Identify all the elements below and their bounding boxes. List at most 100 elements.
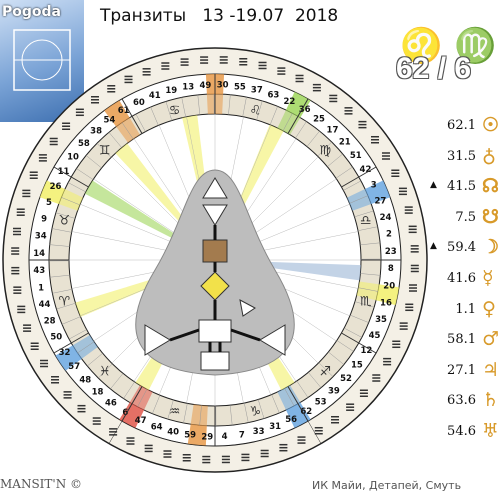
planet-symbol: ☋ xyxy=(482,205,499,228)
gate-divider xyxy=(296,380,309,398)
hexagram-line xyxy=(75,114,84,117)
gate-number: 63 xyxy=(267,90,279,100)
hexagram-line xyxy=(200,59,209,61)
gate-divider xyxy=(98,363,113,379)
hexagram-line xyxy=(63,394,72,396)
planet-row: 41.6 ☿ xyxy=(430,267,500,291)
gate-number: 24 xyxy=(380,213,392,223)
gate-highlight xyxy=(119,402,144,429)
hexagram-line xyxy=(258,67,267,70)
planet-value: 7.5 xyxy=(455,209,476,225)
hexagram-line xyxy=(51,376,60,378)
gate-divider xyxy=(197,94,201,115)
hexagram-line xyxy=(63,391,72,393)
hexagram-line xyxy=(331,421,340,424)
zodiac-sign: ♈ xyxy=(58,294,70,309)
gate-divider xyxy=(150,106,159,126)
hexagram-line xyxy=(17,308,26,311)
hexagram-line xyxy=(404,212,413,214)
hexagram-line xyxy=(408,287,417,289)
gate-divider xyxy=(56,302,76,310)
hexagram-line xyxy=(16,211,25,213)
gate-number: 58 xyxy=(78,139,90,149)
gate-highlight xyxy=(376,284,399,306)
hexagram-line xyxy=(144,447,153,450)
gate-number: 7 xyxy=(239,430,245,440)
gate-number: 46 xyxy=(105,398,117,408)
gate-divider xyxy=(343,180,362,191)
zodiac-sign: ♋ xyxy=(169,103,181,118)
gate-divider xyxy=(181,97,186,118)
planet-symbol: ♄ xyxy=(482,389,500,412)
gate-divider xyxy=(49,244,70,247)
planet-value: 27.1 xyxy=(447,362,476,378)
hexagram-line xyxy=(90,99,99,101)
hexagram-line xyxy=(77,407,86,410)
gate-divider xyxy=(165,101,173,121)
hexagram-line xyxy=(329,94,338,97)
gate-number: 37 xyxy=(251,86,263,96)
gate-number: 64 xyxy=(151,423,163,433)
hexagram-line xyxy=(200,56,209,58)
gate-number: 47 xyxy=(135,416,147,426)
hexagram-line xyxy=(392,340,401,343)
hexagram-line xyxy=(221,455,230,458)
hexagram-line xyxy=(22,192,31,195)
gate-number: 32 xyxy=(59,348,71,358)
hexagram-line xyxy=(277,73,286,75)
gate-highlight xyxy=(286,91,311,118)
zodiac-highlight xyxy=(72,335,98,359)
rising-marker-icon: ▲ xyxy=(430,180,437,191)
planet-row: 31.5 ♁ xyxy=(430,145,500,169)
gate-divider xyxy=(256,100,263,121)
zodiac-highlight xyxy=(346,189,372,211)
hexagram-line xyxy=(109,428,118,430)
hexagram-line xyxy=(219,62,228,64)
gate-number: 62 xyxy=(300,407,312,417)
gate-divider xyxy=(317,141,332,157)
hexagram-line xyxy=(344,107,353,109)
planet-row: ▲ 59.4 ☽ xyxy=(430,236,500,260)
hexagram-line xyxy=(410,270,419,273)
gate-highlight xyxy=(39,180,65,205)
gate-divider xyxy=(49,274,70,278)
zodiac-divider xyxy=(341,332,377,354)
hexagram-line xyxy=(258,64,267,67)
planet-symbol: ♀ xyxy=(482,297,496,320)
hexagram-line xyxy=(297,442,306,444)
hexagram-line xyxy=(391,172,400,175)
hexagram-line xyxy=(241,456,250,459)
hexagram-line xyxy=(90,102,99,104)
hexagram-line xyxy=(163,456,172,458)
gate-number: 21 xyxy=(339,138,351,148)
zodiac-highlight xyxy=(277,385,301,411)
gate-number: 52 xyxy=(340,374,352,384)
hexagram-line xyxy=(23,327,32,329)
hexagram-line xyxy=(314,429,323,432)
gate-number: 50 xyxy=(50,333,62,343)
hexagram-line xyxy=(381,158,390,160)
hexagram-line xyxy=(124,81,133,84)
gate-number: 42 xyxy=(360,165,372,175)
planet-row: 54.6 ♅ xyxy=(430,420,500,444)
hexagram-line xyxy=(408,284,417,286)
gate-divider xyxy=(242,96,247,117)
hexagram-line xyxy=(77,410,86,413)
planet-value: 58.1 xyxy=(447,332,476,348)
planet-row: ▲ 41.5 ☊ xyxy=(430,175,500,199)
hexagram-line xyxy=(260,455,269,458)
hexagram-line xyxy=(279,446,288,449)
hexagram-line xyxy=(359,392,368,395)
hexagram-line xyxy=(221,461,230,464)
hexagram-line xyxy=(241,459,250,462)
zodiac-divider xyxy=(287,386,309,422)
gate-divider xyxy=(335,166,353,179)
planet-value: 31.5 xyxy=(447,148,476,164)
hexagram-line xyxy=(370,138,379,141)
gate-number: 40 xyxy=(167,427,179,437)
gate-number: 41 xyxy=(149,91,161,101)
planet-row: 58.1 ♂ xyxy=(430,328,500,352)
gate-number: 9 xyxy=(41,215,47,225)
hexagram-line xyxy=(13,286,22,288)
zodiac-sign: ♌ xyxy=(250,103,262,118)
